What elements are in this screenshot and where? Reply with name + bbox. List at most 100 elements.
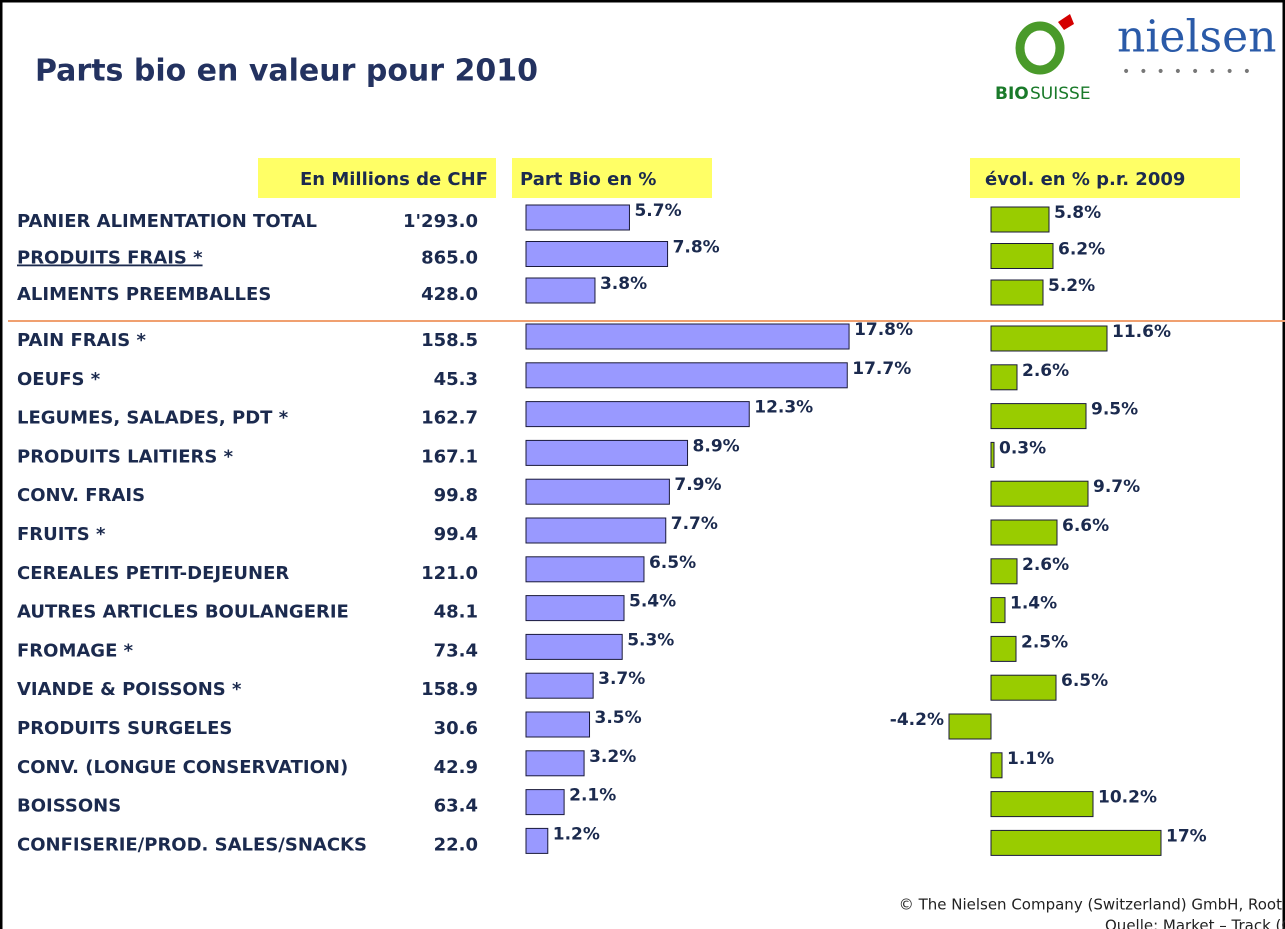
bar (990, 791, 1094, 818)
value-label: 3.7% (598, 669, 645, 689)
bar (525, 711, 591, 738)
value-label: 2.6% (1022, 361, 1069, 381)
bar (525, 439, 689, 466)
column-header: En Millions de CHF (300, 169, 488, 190)
category-label: PRODUITS FRAIS * (17, 248, 203, 269)
value-label: 7.9% (674, 475, 721, 495)
table-value: 121.0 (421, 563, 478, 584)
table-value: 158.9 (421, 679, 478, 700)
bar (525, 750, 585, 777)
value-label: 0.3% (999, 438, 1046, 458)
category-label: ALIMENTS PREEMBALLES (17, 284, 271, 305)
value-label: 7.8% (673, 238, 720, 258)
bar (525, 323, 850, 350)
value-label: 12.3% (754, 398, 813, 418)
bar (525, 789, 565, 816)
biosuisse-logo: BIO SUISSE (995, 14, 1091, 104)
table-value: 1'293.0 (403, 211, 478, 232)
value-label: 2.5% (1021, 632, 1068, 652)
value-label: 10.2% (1098, 788, 1157, 808)
bar (990, 829, 1162, 856)
bar (525, 556, 645, 583)
footer: Quelle: Market – Track (Cube) (1105, 917, 1285, 929)
value-label: 1.2% (553, 824, 600, 844)
bar (525, 241, 669, 267)
table-value: 167.1 (421, 446, 478, 467)
table-value: 63.4 (434, 796, 478, 817)
bar (990, 403, 1087, 430)
category-label: VIANDE & POISSONS * (17, 679, 242, 700)
bar (990, 635, 1017, 662)
category-label: PRODUITS SURGELES (17, 718, 232, 739)
table-value: 48.1 (434, 602, 478, 623)
nielsen-logo: nielsen •••••••• (1117, 12, 1276, 81)
value-label: 17.8% (854, 320, 913, 340)
bar (990, 480, 1089, 507)
table-value: 45.3 (434, 369, 478, 390)
value-label: 6.6% (1062, 516, 1109, 536)
value-label: 6.2% (1058, 240, 1105, 260)
category-label: PAIN FRAIS * (17, 330, 147, 351)
bar (525, 362, 848, 389)
legend-header: évol. en % p.r. 2009 (985, 169, 1185, 190)
bar (525, 633, 623, 660)
nielsen-dots: •••••••• (1122, 64, 1260, 80)
value-label: 5.8% (1054, 203, 1101, 223)
table-value: 73.4 (434, 640, 478, 661)
bar (525, 827, 549, 854)
value-label: -4.2% (890, 710, 944, 730)
value-label: 2.6% (1022, 555, 1069, 575)
header-box (258, 158, 496, 198)
table-value: 865.0 (421, 248, 478, 269)
value-label: 1.1% (1007, 749, 1054, 769)
bar (525, 277, 596, 304)
table-value: 22.0 (434, 834, 478, 855)
category-label: CEREALES PETIT-DEJEUNER (17, 563, 289, 584)
title: Parts bio en valeur pour 2010 (35, 54, 538, 89)
value-label: 7.7% (671, 514, 718, 534)
header-box (970, 158, 1240, 198)
value-label: 17.7% (852, 359, 911, 379)
bar (990, 597, 1006, 624)
table-value: 99.4 (434, 524, 478, 545)
category-label: OEUFS * (17, 369, 101, 390)
bar (990, 364, 1018, 391)
bar (525, 478, 670, 505)
value-label: 5.4% (629, 592, 676, 612)
bar (525, 672, 594, 699)
category-label: LEGUMES, SALADES, PDT * (17, 408, 289, 429)
table-value: 42.9 (434, 757, 478, 778)
value-label: 5.2% (1048, 276, 1095, 296)
category-label: CONV. (LONGUE CONSERVATION) (17, 757, 348, 778)
category-label: BOISSONS (17, 796, 121, 817)
table-value: 30.6 (434, 718, 478, 739)
bar (525, 595, 625, 622)
bar (525, 204, 630, 231)
bar (990, 206, 1050, 233)
bar (990, 279, 1044, 306)
category-label: PANIER ALIMENTATION TOTAL (17, 211, 317, 232)
legend-header: Part Bio en % (520, 169, 656, 190)
bar (990, 674, 1057, 701)
bar (990, 325, 1108, 352)
value-label: 8.9% (693, 436, 740, 456)
bar (525, 517, 667, 544)
nielsen-text: nielsen (1117, 12, 1276, 63)
value-label: 5.3% (627, 630, 674, 650)
value-label: 3.2% (589, 747, 636, 767)
bar (948, 713, 992, 740)
value-label: 9.7% (1093, 477, 1140, 497)
table-value: 162.7 (421, 408, 478, 429)
footer: © The Nielsen Company (Switzerland) GmbH… (899, 896, 1282, 914)
table-value: 428.0 (421, 284, 478, 305)
logo-text-bold: BIO (995, 84, 1029, 104)
value-label: 3.5% (595, 708, 642, 728)
value-label: 6.5% (649, 553, 696, 573)
header-box (512, 158, 712, 198)
category-label: CONV. FRAIS (17, 485, 145, 506)
category-label: FROMAGE * (17, 640, 134, 661)
bar (525, 401, 750, 428)
value-label: 5.7% (634, 201, 681, 221)
